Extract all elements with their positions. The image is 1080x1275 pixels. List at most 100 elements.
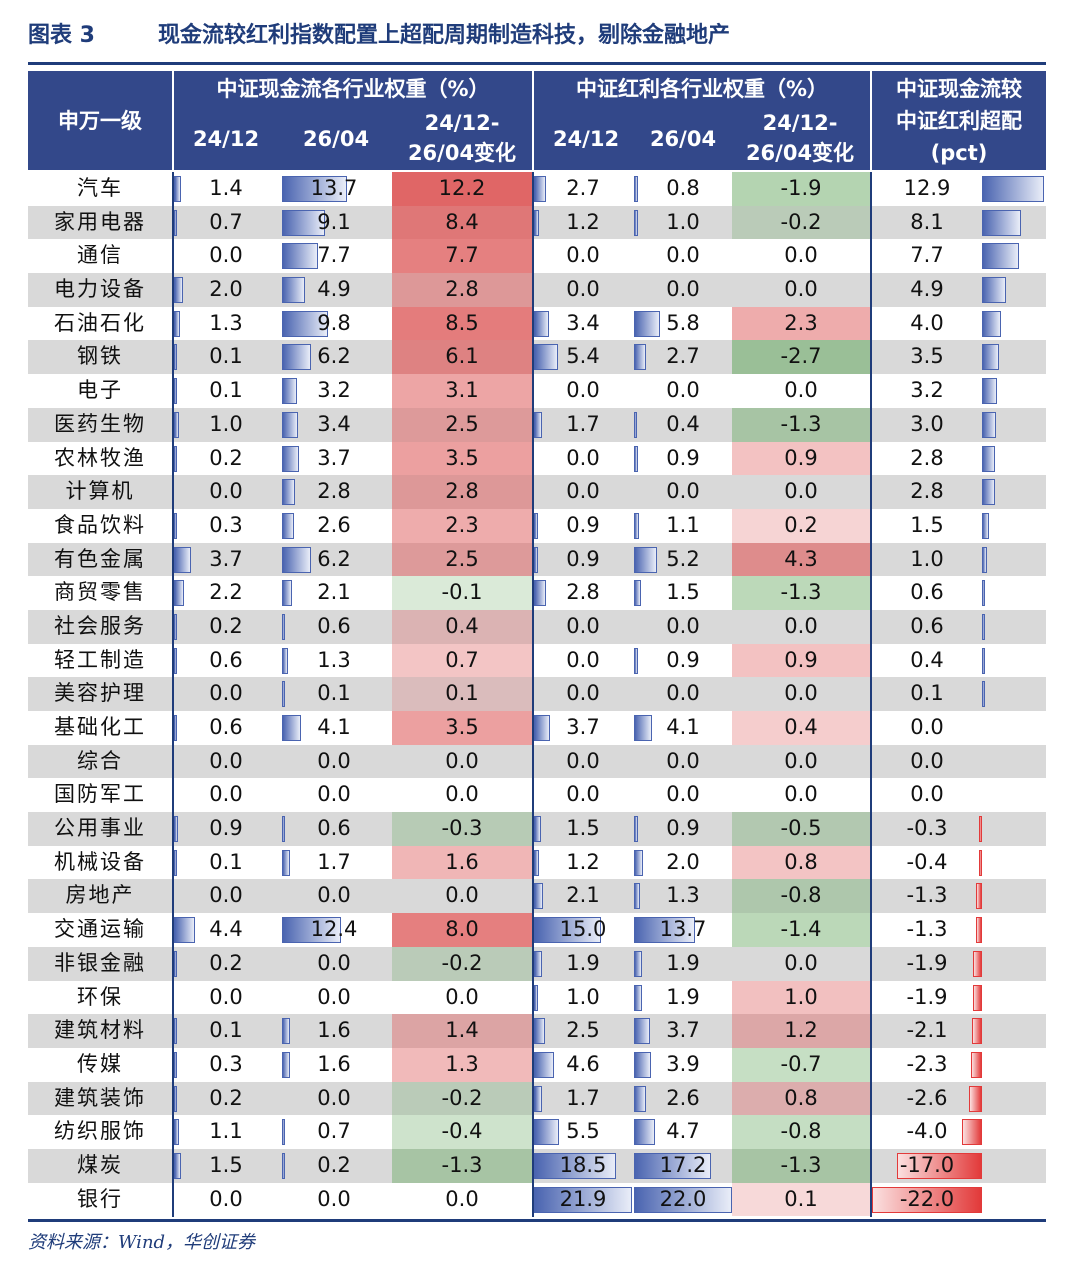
- industry-name: 公用事业: [54, 816, 146, 841]
- dv-change-fill: [732, 1081, 870, 1116]
- header-dv-chg-1: 24/12-: [762, 111, 838, 135]
- overweight-bar: [982, 445, 996, 472]
- table-row: 纺织服饰 1.1 0.7 -0.4 5.5 4.7 -0.8 -4.0: [28, 1115, 1046, 1149]
- cf-2604-value: 3.7: [317, 445, 351, 470]
- cf-2412-bar: [174, 816, 179, 843]
- cf-change-value: 8.5: [445, 310, 479, 335]
- table-row: 计算机 0.0 2.8 2.8 0.0 0.0 0.0 2.8: [28, 475, 1046, 509]
- underweight-bar: [979, 816, 982, 843]
- cf-change-fill: [392, 205, 532, 240]
- cf-2604-value: 1.6: [317, 1018, 351, 1043]
- dv-2604-value: 0.4: [666, 411, 700, 436]
- cf-2604-value: 0.1: [317, 681, 351, 706]
- cf-2412-value: 0.1: [209, 378, 243, 403]
- cf-2412-value: 0.2: [209, 950, 243, 975]
- overweight-value: 0.4: [910, 647, 944, 672]
- cf-change-fill: [392, 508, 532, 543]
- table-row: 家用电器 0.7 9.1 8.4 1.2 1.0 -0.2 8.1: [28, 205, 1046, 240]
- cf-change-fill: [392, 407, 532, 442]
- dv-2412-bar: [534, 917, 601, 944]
- industry-name: 有色金属: [54, 546, 146, 571]
- cf-2604-value: 6.2: [317, 546, 351, 571]
- cf-change-value: 3.5: [445, 715, 479, 739]
- dv-change-value: 0.0: [784, 479, 818, 504]
- dv-change-fill: [732, 441, 870, 476]
- table-body: 汽车 1.4 13.7 12.2 2.7 0.8 -1.9 12.9 家用电器 0.7 9.1 8.4…: [28, 172, 1046, 1217]
- dv-2412-bar: [534, 715, 551, 741]
- cf-2412-value: 1.0: [209, 411, 243, 436]
- header-group-cashflow: 中证现金流各行业权重（%）: [216, 77, 490, 101]
- dv-2412-bar: [534, 411, 542, 438]
- overweight-value: 3.2: [910, 378, 944, 403]
- dv-2604-value: 13.7: [659, 917, 707, 942]
- header-cf-chg-1: 24/12-: [424, 111, 500, 135]
- header-group-overweight-3: (pct): [930, 141, 988, 165]
- figure-title: 图表 3 现金流较红利指数配置上超配周期制造科技，剔除金融地产: [28, 14, 730, 58]
- dv-2604-value: 22.0: [659, 1186, 707, 1211]
- dv-change-value: -1.3: [780, 580, 822, 605]
- cf-change-fill: [392, 306, 532, 341]
- dv-change-value: -0.2: [780, 209, 822, 234]
- dv-2604-bar: [634, 849, 643, 876]
- dv-2412-value: 18.5: [559, 1152, 607, 1177]
- cf-change-fill: [392, 1047, 532, 1082]
- cf-change-value: 1.4: [445, 1018, 479, 1043]
- overweight-value: -0.3: [906, 816, 948, 841]
- cf-2412-value: 0.9: [209, 816, 243, 841]
- overweight-value: 0.6: [910, 580, 944, 605]
- dv-change-value: -1.4: [780, 917, 822, 942]
- overweight-value: 0.1: [910, 681, 944, 706]
- cf-2412-value: 0.1: [209, 344, 243, 369]
- dv-change-value: 0.8: [784, 849, 818, 874]
- overweight-bar: [982, 344, 999, 371]
- dv-2604-value: 1.9: [666, 984, 700, 1009]
- dv-2412-bar: [534, 1018, 546, 1045]
- dv-2604-value: 2.6: [666, 1085, 700, 1110]
- cf-2412-bar: [174, 917, 195, 944]
- dv-2412-bar: [534, 1152, 617, 1179]
- dv-2604-bar: [634, 411, 637, 438]
- header-group-overweight-2: 中证红利超配: [896, 109, 1022, 133]
- dv-2412-value: 3.7: [566, 715, 600, 739]
- table-row: 国防军工 0.0 0.0 0.0 0.0 0.0 0.0 0.0: [28, 778, 1046, 812]
- dv-2412-value: 3.4: [566, 310, 600, 335]
- dv-2604-bar: [634, 883, 640, 910]
- cf-2604-bar: [282, 344, 312, 371]
- table-row: 钢铁 0.1 6.2 6.1 5.4 2.7 -2.7 3.5: [28, 340, 1046, 375]
- cf-2412-value: 0.0: [209, 984, 243, 1009]
- dv-2604-value: 2.0: [666, 849, 700, 874]
- cf-2412-bar: [174, 310, 181, 337]
- dv-2604-bar: [634, 1119, 655, 1146]
- industry-name: 纺织服饰: [54, 1119, 146, 1144]
- cf-change-fill: [392, 273, 532, 307]
- overweight-value: -4.0: [906, 1119, 948, 1144]
- cf-change-fill: [392, 172, 532, 206]
- dv-change-value: 0.2: [784, 512, 818, 537]
- overweight-value: 8.1: [910, 209, 944, 234]
- cf-change-value: 3.1: [445, 378, 479, 403]
- dv-2604-value: 0.0: [666, 748, 700, 773]
- cf-2604-bar: [282, 849, 291, 876]
- header-first-col: 申万一级: [58, 109, 142, 133]
- cf-change-value: 1.3: [445, 1051, 479, 1076]
- industry-name: 国防军工: [54, 782, 146, 807]
- cf-change-fill: [392, 374, 532, 408]
- cf-change-value: -0.2: [441, 1085, 483, 1110]
- cf-2604-value: 0.6: [317, 816, 351, 841]
- industry-name: 房地产: [65, 883, 135, 908]
- dv-2604-bar: [634, 1018, 651, 1045]
- dv-change-fill: [732, 711, 870, 745]
- cf-2604-value: 4.1: [317, 715, 351, 739]
- dv-2412-value: 21.9: [559, 1186, 607, 1211]
- cf-change-fill: [392, 340, 532, 375]
- dv-2412-bar: [534, 816, 541, 843]
- dv-2604-value: 0.0: [666, 243, 700, 268]
- cf-change-fill: [392, 711, 532, 745]
- dv-2604-bar: [634, 1051, 652, 1078]
- header-divider: [172, 71, 174, 170]
- dv-2604-value: 4.7: [666, 1119, 700, 1144]
- cf-2412-bar: [174, 411, 179, 438]
- underweight-bar: [979, 849, 982, 876]
- dv-2412-bar: [534, 176, 547, 202]
- table-row: 电力设备 2.0 4.9 2.8 0.0 0.0 0.0 4.9: [28, 273, 1046, 307]
